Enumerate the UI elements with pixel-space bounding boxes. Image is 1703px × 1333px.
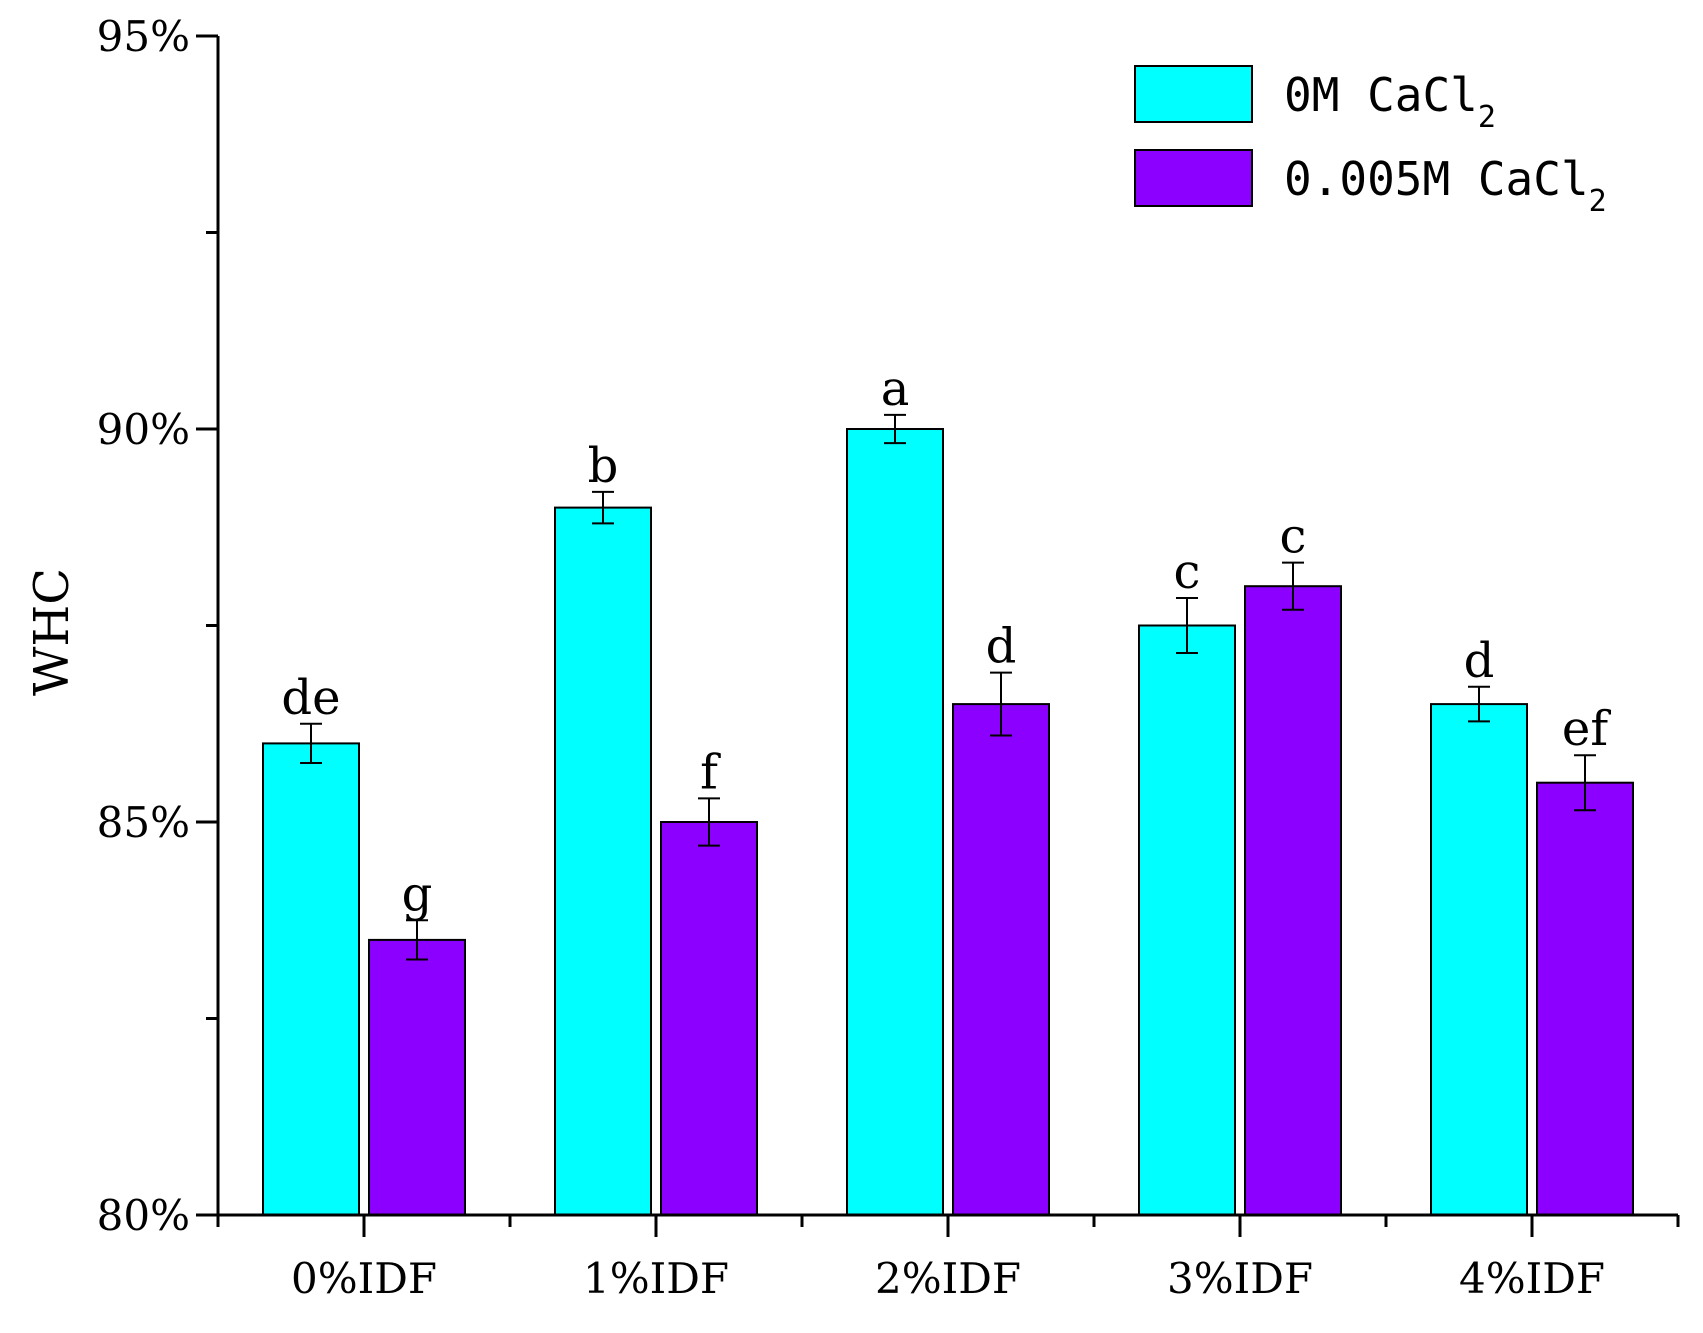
bar-series2-3 (1244, 585, 1342, 1216)
significance-letter: f (700, 744, 721, 800)
labels-layer: de b a c d g f d c ef 80% 85% 90% 95% 0%IDF 1%IDF 2%IDF 3… (97, 12, 1612, 1303)
significance-letter: d (986, 619, 1017, 675)
legend-swatch-series2 (1134, 149, 1253, 207)
bar-series1-2 (846, 428, 944, 1216)
bar-series1-1 (554, 506, 652, 1217)
bar-series1-3 (1138, 624, 1236, 1216)
x-tick-label: 1%IDF (583, 1254, 729, 1303)
axes-layer (196, 34, 1680, 1237)
bar-series2-0 (368, 938, 466, 1217)
x-tick-label: 2%IDF (875, 1254, 1021, 1303)
significance-letter: c (1280, 509, 1307, 565)
significance-letter: a (881, 361, 910, 417)
y-tick-label: 85% (97, 798, 190, 847)
y-axis-title: WHC (24, 568, 80, 696)
bar-series1-0 (262, 742, 360, 1217)
bars-layer (262, 413, 1634, 1217)
legend-label-subscript: 2 (1478, 100, 1496, 135)
bar-series2-4 (1536, 781, 1634, 1216)
significance-letter: d (1464, 633, 1495, 689)
bar-series1-4 (1430, 703, 1528, 1216)
legend-label-series1: 0M CaCl2 (1284, 68, 1496, 135)
bar-series2-2 (952, 703, 1050, 1216)
y-tick-label: 90% (97, 405, 190, 454)
bar-series2-1 (660, 821, 758, 1216)
significance-letter: ef (1562, 701, 1611, 757)
significance-letter: g (402, 866, 433, 922)
legend-swatch-series1 (1134, 65, 1253, 123)
legend-label-main: 0.005M CaCl (1284, 152, 1589, 206)
x-tick-label: 3%IDF (1167, 1254, 1313, 1303)
significance-letter: c (1174, 544, 1201, 600)
significance-letter: de (281, 670, 340, 726)
y-tick-label: 80% (97, 1191, 190, 1240)
legend-label-series2: 0.005M CaCl2 (1284, 152, 1607, 219)
significance-letter: b (588, 438, 619, 494)
y-tick-label: 95% (97, 12, 190, 61)
legend-label-subscript: 2 (1589, 184, 1607, 219)
x-tick-label: 4%IDF (1459, 1254, 1605, 1303)
legend-label-main: 0M CaCl (1284, 68, 1478, 122)
x-tick-label: 0%IDF (291, 1254, 437, 1303)
